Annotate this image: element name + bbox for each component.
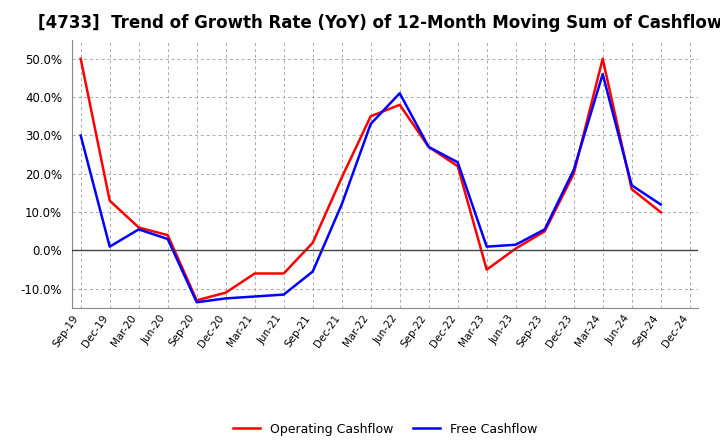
Free Cashflow — [627, 183, 636, 188]
Operating Cashflow — [279, 271, 288, 276]
Operating Cashflow — [251, 271, 259, 276]
Free Cashflow — [105, 244, 114, 249]
Operating Cashflow — [308, 240, 317, 246]
Operating Cashflow — [657, 209, 665, 215]
Free Cashflow — [366, 121, 375, 127]
Free Cashflow — [424, 144, 433, 150]
Free Cashflow — [221, 296, 230, 301]
Line: Free Cashflow: Free Cashflow — [81, 74, 661, 302]
Free Cashflow — [598, 71, 607, 77]
Operating Cashflow — [541, 229, 549, 234]
Line: Operating Cashflow: Operating Cashflow — [81, 59, 661, 301]
Free Cashflow — [657, 202, 665, 207]
Free Cashflow — [135, 227, 143, 232]
Operating Cashflow — [570, 171, 578, 176]
Operating Cashflow — [192, 298, 201, 303]
Operating Cashflow — [221, 290, 230, 295]
Legend: Operating Cashflow, Free Cashflow: Operating Cashflow, Free Cashflow — [228, 418, 542, 440]
Operating Cashflow — [511, 246, 520, 251]
Free Cashflow — [454, 160, 462, 165]
Free Cashflow — [279, 292, 288, 297]
Operating Cashflow — [395, 102, 404, 107]
Operating Cashflow — [454, 164, 462, 169]
Free Cashflow — [541, 227, 549, 232]
Free Cashflow — [482, 244, 491, 249]
Operating Cashflow — [598, 56, 607, 62]
Free Cashflow — [570, 167, 578, 172]
Operating Cashflow — [105, 198, 114, 203]
Operating Cashflow — [76, 56, 85, 62]
Operating Cashflow — [482, 267, 491, 272]
Free Cashflow — [251, 294, 259, 299]
Operating Cashflow — [366, 114, 375, 119]
Free Cashflow — [511, 242, 520, 247]
Title: [4733]  Trend of Growth Rate (YoY) of 12-Month Moving Sum of Cashflows: [4733] Trend of Growth Rate (YoY) of 12-… — [38, 15, 720, 33]
Operating Cashflow — [163, 232, 172, 238]
Free Cashflow — [163, 236, 172, 242]
Free Cashflow — [308, 269, 317, 274]
Free Cashflow — [76, 133, 85, 138]
Free Cashflow — [192, 300, 201, 305]
Free Cashflow — [395, 91, 404, 96]
Free Cashflow — [338, 202, 346, 207]
Operating Cashflow — [135, 225, 143, 230]
Operating Cashflow — [627, 187, 636, 192]
Operating Cashflow — [338, 175, 346, 180]
Operating Cashflow — [424, 144, 433, 150]
